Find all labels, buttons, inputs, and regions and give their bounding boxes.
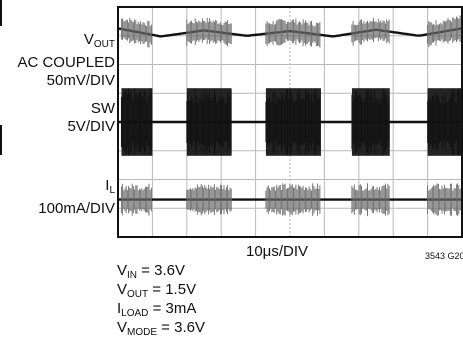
burst-1-0 (120, 88, 153, 156)
vout-coupling: AC COUPLED (17, 54, 115, 71)
vout-channel-label: VOUT AC COUPLED 50mV/DIV (17, 31, 115, 90)
burst-2-1 (186, 184, 232, 216)
il-scale: 100mA/DIV (38, 200, 115, 217)
condition-vout: VOUT = 1.5V (117, 281, 197, 300)
burst-0-2 (265, 18, 321, 48)
burst-2-0 (120, 183, 152, 216)
plot-frame (117, 6, 463, 238)
burst-0-0 (120, 17, 152, 48)
oscilloscope-plot (117, 6, 463, 238)
il-channel-label: IL 100mA/DIV (38, 177, 115, 218)
burst-0-1 (186, 17, 232, 47)
vout-name: VOUT (83, 31, 115, 50)
condition-vmode: VMODE = 3.6V (117, 319, 205, 338)
burst-2-2 (265, 183, 321, 216)
burst-2-3 (351, 183, 390, 217)
timebase-label: 10μs/DIV (246, 243, 308, 260)
vout-scale: 50mV/DIV (46, 72, 115, 89)
page-edge-mark-mid (0, 125, 2, 155)
condition-vin: VIN = 3.6V (117, 262, 185, 281)
burst-1-4 (427, 88, 462, 156)
condition-iload: ILOAD = 3mA (117, 300, 197, 319)
sw-name: SW (90, 100, 115, 117)
burst-1-3 (351, 88, 390, 156)
burst-1-1 (186, 88, 232, 156)
sw-channel-label: SW 5V/DIV (67, 100, 115, 136)
page-edge-mark-top (0, 0, 2, 26)
figure-code: 3543 G20 (425, 251, 463, 261)
sw-scale: 5V/DIV (67, 118, 115, 135)
il-name: IL (105, 177, 115, 196)
burst-2-4 (427, 183, 462, 216)
burst-0-3 (351, 17, 390, 46)
burst-0-4 (427, 15, 462, 48)
burst-1-2 (265, 88, 321, 156)
traces (117, 15, 463, 217)
